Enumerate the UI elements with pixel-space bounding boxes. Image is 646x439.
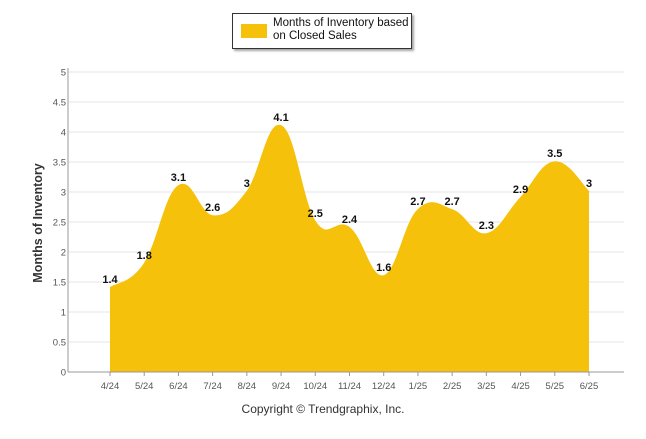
x-tick-label: 4/25 xyxy=(511,381,530,392)
data-label: 3.1 xyxy=(171,172,186,184)
x-tick-label: 3/25 xyxy=(477,381,496,392)
y-axis-label: Months of Inventory xyxy=(31,163,45,282)
area-line xyxy=(109,125,590,289)
data-label: 2.7 xyxy=(410,196,425,208)
data-label: 2.6 xyxy=(205,202,220,214)
y-tick-label: 4.5 xyxy=(53,98,66,109)
x-tick-label: 11/24 xyxy=(338,381,361,392)
x-tick-label: 5/24 xyxy=(135,381,154,392)
x-tick-label: 12/24 xyxy=(372,381,396,392)
data-label: 2.9 xyxy=(513,184,528,196)
data-label: 2.3 xyxy=(479,220,494,232)
data-label: 4.1 xyxy=(273,112,288,124)
y-tick-label: 2 xyxy=(61,248,66,259)
data-label: 1.8 xyxy=(137,250,152,262)
x-tick-label: 2/25 xyxy=(443,381,462,392)
y-tick-label: 3 xyxy=(61,188,66,199)
y-tick-label: 5 xyxy=(61,68,66,79)
y-tick-label: 0 xyxy=(61,368,66,379)
x-tick-label: 6/25 xyxy=(580,381,599,392)
data-label: 2.4 xyxy=(342,214,358,226)
y-tick-label: 1.5 xyxy=(53,278,66,289)
x-tick-label: 9/24 xyxy=(272,381,291,392)
axes xyxy=(67,68,624,376)
y-tick-labels: 0 0.5 1 1.5 2 2.5 3 3.5 4 4.5 5 xyxy=(53,68,66,379)
x-tick-labels: 4/24 5/24 6/24 7/24 8/24 9/24 10/24 11/24 12/24 1… xyxy=(101,381,599,392)
y-tick-label: 2.5 xyxy=(53,218,66,229)
x-tick-label: 8/24 xyxy=(238,381,257,392)
legend-label: Months of Inventory based on Closed Sale… xyxy=(273,17,409,42)
x-tick-label: 1/25 xyxy=(409,381,428,392)
data-label: 2.7 xyxy=(444,196,459,208)
x-tick-label: 6/24 xyxy=(169,381,188,392)
data-label: 3.5 xyxy=(547,148,562,160)
y-tick-label: 4 xyxy=(61,128,66,139)
x-tick-label: 4/24 xyxy=(101,381,120,392)
area-fill xyxy=(110,125,589,372)
data-labels: 1.4 1.8 3.1 2.6 3 4.1 2.5 2.4 1.6 2.7 2.7 2.3 2.9 3.5… xyxy=(102,112,592,286)
data-label: 1.4 xyxy=(102,274,118,286)
copyright-footer: Copyright © Trendgraphix, Inc. xyxy=(241,402,405,416)
data-label: 3 xyxy=(244,178,250,190)
x-tick-label: 5/25 xyxy=(546,381,565,392)
x-tick-label: 7/24 xyxy=(203,381,222,392)
data-label: 3 xyxy=(586,178,592,190)
y-tick-label: 1 xyxy=(61,308,66,319)
y-tick-label: 0.5 xyxy=(53,338,66,349)
data-label: 2.5 xyxy=(308,208,323,220)
legend-swatch xyxy=(241,24,267,38)
area-series xyxy=(109,125,590,372)
data-label: 1.6 xyxy=(376,262,391,274)
legend[interactable]: Months of Inventory based on Closed Sale… xyxy=(232,13,412,49)
y-tick-label: 3.5 xyxy=(53,158,66,169)
x-tick-label: 10/24 xyxy=(303,381,327,392)
